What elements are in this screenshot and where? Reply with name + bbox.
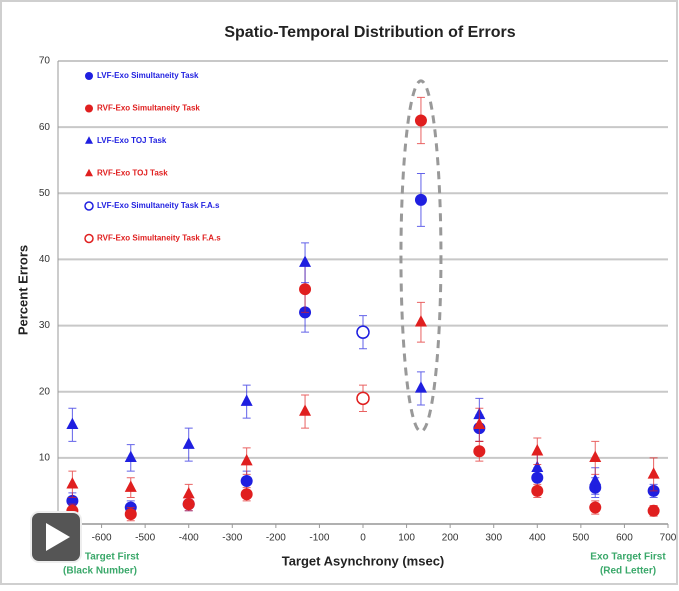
point — [299, 283, 312, 296]
x-tick-label: -400 — [179, 533, 199, 544]
legend-label: LVF-Exo Simultaneity Task F.A.s — [97, 201, 220, 210]
annotation: Exo Target First — [590, 552, 666, 563]
point — [124, 480, 137, 492]
point — [356, 391, 370, 406]
legend-label: RVF-Exo TOJ Task — [97, 169, 168, 178]
point — [589, 473, 602, 486]
annotation: (Red Letter) — [600, 566, 656, 577]
legend-marker — [85, 168, 93, 177]
y-tick-label: 10 — [39, 452, 51, 463]
legend-marker — [84, 233, 94, 244]
point — [531, 460, 544, 472]
point — [240, 394, 253, 406]
x-tick-label: 100 — [398, 533, 415, 544]
point — [240, 475, 253, 488]
point — [589, 450, 602, 463]
legend-marker — [85, 72, 93, 80]
point — [531, 444, 544, 456]
legend-marker — [84, 201, 94, 211]
legend-marker — [85, 136, 93, 144]
point — [240, 488, 253, 501]
y-tick-label: 60 — [39, 122, 51, 133]
play-icon — [46, 523, 70, 551]
point — [182, 487, 195, 499]
point — [647, 467, 660, 479]
x-tick-label: -500 — [135, 533, 155, 544]
y-tick-label: 40 — [39, 254, 51, 265]
point — [356, 325, 370, 339]
point — [299, 404, 312, 416]
point — [589, 501, 602, 514]
legend-label: LVF-Exo Simultaneity Task — [97, 71, 199, 80]
annotation: Target First — [85, 552, 140, 563]
point — [240, 453, 253, 466]
point — [66, 417, 79, 429]
point — [299, 255, 312, 267]
x-tick-label: -600 — [92, 533, 112, 544]
x-tick-label: 700 — [660, 533, 677, 544]
legend-marker — [85, 104, 93, 113]
point — [414, 193, 427, 206]
x-tick-label: 200 — [442, 533, 459, 544]
x-tick-label: -300 — [222, 533, 242, 544]
x-tick-label: 500 — [573, 533, 590, 544]
x-tick-label: 400 — [529, 533, 546, 544]
highlight — [399, 79, 443, 433]
point — [182, 437, 195, 449]
point — [66, 477, 79, 489]
chart-title: Spatio-Temporal Distribution of Errors — [224, 24, 515, 41]
x-tick-label: 300 — [485, 533, 502, 544]
point — [473, 445, 486, 458]
point — [473, 417, 486, 429]
x-tick-label: 600 — [616, 533, 633, 544]
point — [647, 504, 660, 517]
x-axis-label: Target Asynchrony (msec) — [282, 553, 445, 568]
x-tick-label: -100 — [309, 533, 329, 544]
point — [124, 450, 137, 463]
point — [124, 508, 137, 521]
x-tick-label: 0 — [360, 533, 366, 544]
legend-label: LVF-Exo TOJ Task — [97, 136, 167, 145]
y-tick-label: 50 — [39, 188, 51, 199]
point — [531, 484, 544, 497]
y-tick-label: 30 — [39, 320, 51, 331]
y-tick-label: 70 — [39, 56, 51, 67]
point — [414, 381, 427, 393]
point — [414, 315, 427, 327]
y-tick-label: 20 — [39, 386, 51, 397]
y-axis-label: Percent Errors — [15, 245, 30, 335]
legend-label: RVF-Exo Simultaneity Task F.A.s — [97, 234, 221, 243]
annotation: (Black Number) — [63, 566, 137, 577]
legend-label: RVF-Exo Simultaneity Task — [97, 104, 200, 113]
point — [414, 114, 427, 127]
x-tick-label: -200 — [266, 533, 286, 544]
